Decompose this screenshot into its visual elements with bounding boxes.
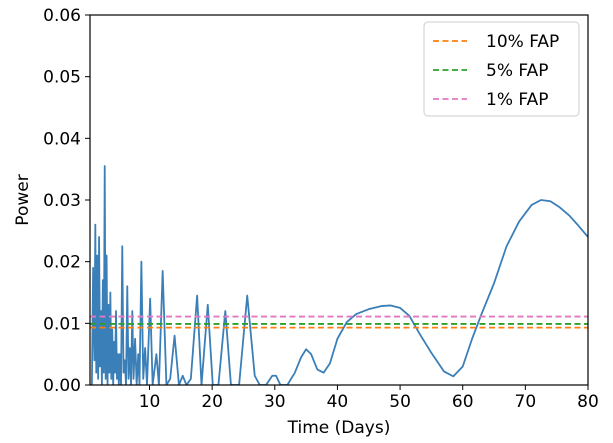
x-tick-label: 50 — [389, 392, 411, 412]
legend-box — [423, 21, 580, 117]
power-series-line — [90, 165, 588, 385]
x-tick-label: 20 — [201, 392, 223, 412]
plot-area — [90, 165, 588, 385]
x-tick-label: 40 — [327, 392, 349, 412]
legend: 10% FAP 5% FAP 1% FAP — [423, 21, 580, 117]
legend-label: 5% FAP — [486, 61, 548, 81]
y-tick-label: 0.04 — [43, 129, 81, 149]
y-tick-label: 0.06 — [43, 6, 81, 26]
x-tick-label: 10 — [139, 392, 161, 412]
x-axis-ticks: 10 20 30 40 50 60 70 80 — [139, 385, 599, 412]
x-tick-label: 80 — [577, 392, 599, 412]
x-tick-label: 70 — [515, 392, 537, 412]
y-tick-label: 0.03 — [43, 191, 81, 211]
y-tick-label: 0.01 — [43, 314, 81, 334]
legend-label: 10% FAP — [486, 32, 559, 52]
y-tick-label: 0.05 — [43, 68, 81, 88]
x-tick-label: 30 — [264, 392, 286, 412]
y-axis-ticks: 0.00 0.01 0.02 0.03 0.04 0.05 0.06 — [43, 6, 90, 396]
y-tick-label: 0.00 — [43, 376, 81, 396]
x-axis-title: Time (Days) — [287, 418, 391, 438]
x-tick-label: 60 — [452, 392, 474, 412]
y-axis-title: Power — [13, 174, 33, 225]
legend-label: 1% FAP — [486, 90, 548, 110]
y-tick-label: 0.02 — [43, 253, 81, 273]
